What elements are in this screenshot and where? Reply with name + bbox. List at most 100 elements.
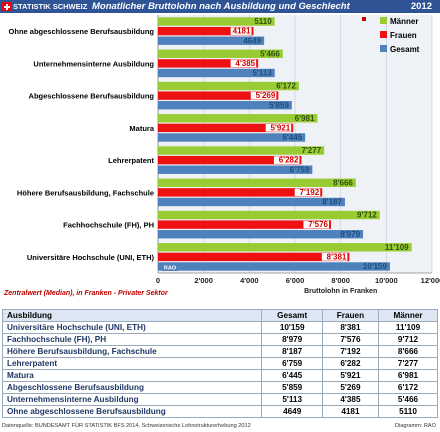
- legend-marker-dot: [362, 17, 366, 21]
- cell-maenner: 8'666: [378, 345, 438, 358]
- bar-2: [158, 133, 306, 142]
- legend-label: Gesamt: [390, 45, 420, 54]
- bar-2: [158, 230, 364, 239]
- swiss-flag-icon: [2, 2, 11, 11]
- cell-maenner: 6'981: [378, 369, 438, 382]
- bar-0: [158, 114, 318, 123]
- cell-frauen: 7'192: [321, 345, 380, 358]
- diagram-credit: Diagramm: RAO: [394, 423, 436, 429]
- table-row: Höhere Berufsausbildung, Fachschule 8'18…: [1, 345, 438, 358]
- bar-1: [158, 26, 254, 36]
- data-label-bg: [230, 27, 252, 35]
- bar-chart: 0 2'000 4'000 6'000 8'000 10'000 12'000 Bruttol…: [9, 15, 440, 295]
- data-label-bg: [273, 156, 300, 164]
- data-label: 6'282: [279, 156, 299, 165]
- data-label: 11'109: [385, 243, 409, 252]
- data-label: 4'385: [235, 59, 255, 68]
- bar-2: [158, 36, 265, 45]
- cell-gesamt: 8'979: [261, 333, 323, 346]
- badge-box: [162, 263, 178, 271]
- cell-gesamt: 10'159: [261, 321, 323, 334]
- bar-1: [158, 155, 302, 165]
- legend-label: Männer: [390, 17, 418, 26]
- data-label: 5'859: [269, 101, 289, 110]
- x-axis-title: Bruttolohn in Franken: [304, 288, 377, 295]
- data-label: 9'712: [357, 211, 377, 220]
- data-label-bg: [294, 188, 321, 197]
- x-tick-label: 0: [156, 276, 160, 285]
- table-row: Unternehmensinterne Ausbildung 5'113 4'3…: [1, 393, 438, 406]
- x-tick-label: 2'000: [194, 276, 212, 285]
- bar-1: [158, 220, 331, 229]
- chart-title: Monatlicher Bruttolohn nach Ausbildung u…: [92, 1, 350, 12]
- data-table: Ausbildung Gesamt Frauen Männer Universi…: [1, 309, 438, 418]
- data-label: 5'921: [270, 123, 290, 132]
- bar-0: [158, 81, 299, 91]
- bar-2: [158, 197, 345, 207]
- cell-ausbildung: Lehrerpatent: [1, 357, 263, 370]
- x-tick-label: 6'000: [286, 276, 304, 285]
- bar-0: [158, 210, 380, 220]
- cell-gesamt: 6'445: [261, 369, 323, 382]
- cell-frauen: 7'576: [321, 333, 380, 346]
- bar-0: [158, 146, 325, 155]
- category-label: Ohne abgeschlossene Berufsausbildung: [9, 27, 155, 36]
- cell-frauen: 4181: [321, 405, 380, 418]
- legend-swatch: [380, 31, 387, 38]
- category-label: Lehrerpatent: [108, 156, 154, 165]
- cell-maenner: 9'712: [378, 333, 438, 346]
- category-label: Unternehmensinterne Ausbildung: [33, 59, 154, 68]
- data-label-bg: [250, 91, 277, 100]
- cell-gesamt: 8'187: [261, 345, 323, 358]
- bar-2: [158, 68, 275, 78]
- bar-1: [158, 252, 350, 262]
- cell-ausbildung: Fachhochschule (FH), PH: [1, 333, 263, 346]
- cell-maenner: 7'277: [378, 357, 438, 370]
- data-label: 6'981: [295, 114, 315, 123]
- cell-ausbildung: Ohne abgeschlossene Berufsausbildung: [1, 405, 263, 418]
- bar-0: [158, 178, 356, 187]
- data-label: 4181: [233, 27, 251, 36]
- table-row: Ohne abgeschlossene Berufsausbildung 464…: [1, 405, 438, 418]
- brand: STATISTIK SCHWEIZ: [2, 1, 87, 12]
- table-row: Fachhochschule (FH), PH 8'979 7'576 9'71…: [1, 333, 438, 346]
- bar-1: [158, 59, 259, 68]
- data-label: 5'269: [256, 91, 276, 100]
- bar-0: [158, 243, 412, 252]
- cell-ausbildung: Unternehmensinterne Ausbildung: [1, 393, 263, 406]
- cell-maenner: 5'466: [378, 393, 438, 406]
- cell-gesamt: 5'113: [261, 393, 323, 406]
- data-label: 5110: [254, 17, 272, 26]
- footer: Datenquelle: BUNDESAMT FÜR STATISTIK BFS…: [2, 423, 438, 432]
- cell-maenner: 11'109: [378, 321, 438, 334]
- data-label: 7'277: [301, 146, 321, 155]
- table-row: Lehrerpatent 6'759 6'282 7'277: [1, 357, 438, 370]
- table-header-row: Ausbildung Gesamt Frauen Männer: [1, 309, 438, 322]
- header-maenner: Männer: [378, 309, 438, 322]
- cell-frauen: 5'921: [321, 369, 380, 382]
- x-tick-label: 4'000: [240, 276, 258, 285]
- cell-frauen: 4'385: [321, 393, 380, 406]
- data-label: 8'979: [340, 230, 360, 239]
- cell-frauen: 8'381: [321, 321, 380, 334]
- header-bar: STATISTIK SCHWEIZ Monatlicher Bruttolohn…: [0, 0, 440, 13]
- bar-1: [158, 123, 294, 133]
- cell-gesamt: 4649: [261, 405, 323, 418]
- bar-2: [158, 262, 390, 271]
- category-label: Matura: [129, 124, 154, 133]
- chart-year: 2012: [410, 1, 432, 12]
- data-label: 5'113: [252, 69, 272, 78]
- data-label: 7'576: [308, 220, 328, 229]
- x-tick-label: 12'000: [421, 276, 440, 285]
- legend-swatch: [380, 45, 387, 52]
- cell-ausbildung: Universitäre Hochschule (UNI, ETH): [1, 321, 263, 334]
- data-label: 10'159: [363, 262, 388, 271]
- data-label: 4649: [243, 36, 261, 45]
- badge-label: RAO: [164, 265, 177, 271]
- cell-ausbildung: Abgeschlossene Berufsausbildung: [1, 381, 263, 394]
- header-ausbildung: Ausbildung: [1, 309, 263, 322]
- cell-frauen: 5'269: [321, 381, 380, 394]
- header-frauen: Frauen: [321, 309, 380, 322]
- cell-gesamt: 6'759: [261, 357, 323, 370]
- data-label: 5'466: [260, 49, 280, 58]
